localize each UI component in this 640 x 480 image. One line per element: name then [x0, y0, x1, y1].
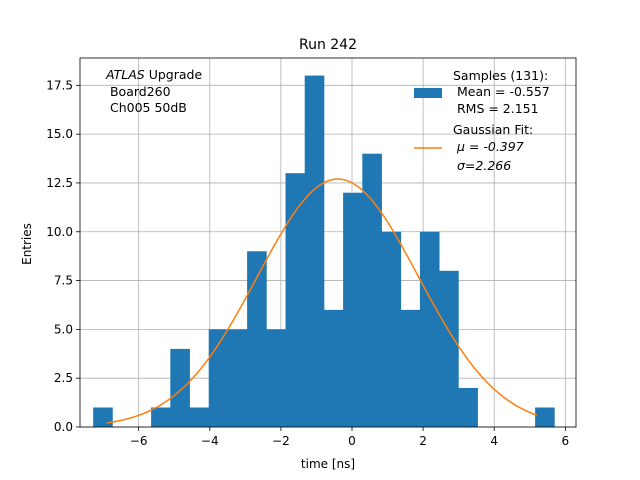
legend-histogram-swatch [414, 88, 442, 98]
y-tick-label: 17.5 [46, 78, 73, 92]
x-tick-label: −4 [201, 434, 219, 448]
histogram-bar [189, 407, 210, 427]
legend-fit-title: Gaussian Fit: [453, 122, 533, 137]
histogram-bar [323, 309, 344, 427]
chart-title: Run 242 [299, 37, 357, 53]
histogram-bar [304, 75, 325, 428]
y-axis-label: Entries [20, 223, 34, 265]
histogram-bars [93, 75, 555, 428]
x-tick-label: 2 [419, 434, 427, 448]
histogram-bar [227, 329, 248, 427]
histogram-bar [151, 407, 171, 427]
atlas-annotation: ATLAS Upgrade Board260 Ch005 50dB [105, 67, 202, 115]
y-tick-label: 10.0 [46, 225, 73, 239]
y-tick-label: 5.0 [54, 322, 73, 336]
legend: Samples (131): Mean = -0.557 RMS = 2.151… [414, 68, 550, 173]
histogram-bar [458, 387, 478, 427]
x-tick-label: −2 [272, 434, 290, 448]
histogram-bar [266, 329, 286, 427]
histogram-bar [535, 407, 555, 427]
annotation-atlas: ATLAS [105, 67, 145, 82]
histogram-bar [93, 407, 113, 427]
x-axis-label: time [ns] [301, 457, 355, 471]
legend-mean-label: Mean = -0.557 [453, 84, 550, 99]
annotation-board: Board260 [106, 84, 171, 99]
y-tick-label: 12.5 [46, 176, 73, 190]
axes-frame [79, 57, 577, 428]
y-tick-label: 2.5 [54, 371, 73, 385]
histogram-bar [362, 153, 382, 427]
y-tick-label: 15.0 [46, 127, 73, 141]
x-tick-label: 0 [348, 434, 356, 448]
histogram-bar [419, 231, 440, 427]
y-tick-label: 7.5 [54, 274, 73, 288]
x-tick-label: −6 [130, 434, 148, 448]
legend-sigma-label: σ=2.266 [457, 158, 511, 173]
histogram-bar [170, 348, 190, 427]
annotation-channel: Ch005 50dB [106, 100, 187, 115]
annotation-upgrade: Upgrade [145, 67, 203, 82]
legend-samples-label: Samples (131): [453, 68, 548, 83]
gaussian-fit-curve [106, 178, 538, 424]
histogram-bar [400, 309, 421, 427]
y-tick-label: 0.0 [54, 420, 73, 434]
histogram-bar [285, 173, 306, 427]
histogram-bar [343, 192, 363, 427]
histogram-bar [381, 231, 402, 427]
histogram-bar [439, 270, 459, 427]
histogram-bar [247, 251, 267, 427]
x-tick-label: 4 [490, 434, 498, 448]
legend-rms-label: RMS = 2.151 [453, 101, 539, 116]
legend-mu-label: μ = -0.397 [456, 139, 524, 154]
x-tick-label: 6 [562, 434, 570, 448]
histogram-bar [208, 329, 229, 427]
axis-ticks: −6 −4 −2 0 2 4 6 0.0 2.5 5.0 7.5 10.0 12.5 15.0 17.5 [46, 78, 569, 448]
svg-text:ATLAS Upgrade: ATLAS Upgrade [105, 67, 202, 82]
